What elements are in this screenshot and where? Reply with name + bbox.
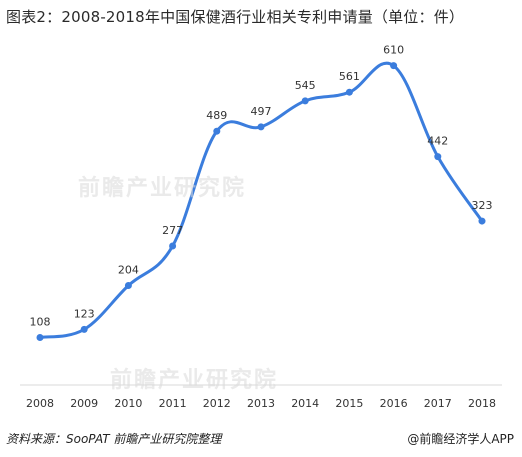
- data-labels: 108 123 204 277 489 497 545 561 610 442 323: [30, 44, 493, 329]
- brand-credit: @前瞻经济学人APP: [407, 432, 514, 446]
- data-label-2016: 610: [383, 44, 404, 57]
- x-tick-2010: 2010: [114, 397, 142, 410]
- x-tick-2018: 2018: [468, 397, 496, 410]
- data-point-2013: [257, 123, 265, 131]
- x-tick-2008: 2008: [26, 397, 54, 410]
- data-point-2014: [301, 97, 309, 105]
- data-label-2013: 497: [251, 105, 272, 118]
- data-point-2011: [169, 242, 177, 250]
- watermark-upper: 前瞻产业研究院: [78, 176, 247, 201]
- x-tick-2013: 2013: [247, 397, 275, 410]
- data-point-2012: [213, 127, 221, 135]
- data-label-2009: 123: [74, 307, 95, 320]
- data-points: [36, 62, 486, 342]
- x-tick-2015: 2015: [335, 397, 363, 410]
- x-tick-2011: 2011: [159, 397, 187, 410]
- data-label-2010: 204: [118, 264, 139, 277]
- data-point-2008: [36, 334, 44, 342]
- data-label-2008: 108: [30, 316, 51, 329]
- data-point-2015: [345, 88, 353, 96]
- x-tick-labels: 2008 2009 2010 2011 2012 2013 2014 2015 2016 2017…: [26, 397, 496, 410]
- watermark-lower: 前瞻产业研究院: [110, 368, 279, 393]
- data-point-2017: [434, 153, 442, 161]
- x-tick-2014: 2014: [291, 397, 319, 410]
- x-tick-2012: 2012: [203, 397, 231, 410]
- x-tick-2009: 2009: [70, 397, 98, 410]
- data-point-2016: [390, 62, 398, 70]
- data-label-2018: 323: [472, 199, 493, 212]
- x-tick-2016: 2016: [380, 397, 408, 410]
- source-note: 资料来源：SooPAT 前瞻产业研究院整理: [6, 432, 222, 446]
- x-tick-2017: 2017: [424, 397, 452, 410]
- data-point-2009: [80, 325, 88, 333]
- data-label-2014: 545: [295, 79, 316, 92]
- data-label-2012: 489: [206, 109, 227, 122]
- footer: 资料来源：SooPAT 前瞻产业研究院整理 @前瞻经济学人APP: [6, 430, 516, 450]
- data-point-2010: [124, 282, 132, 290]
- data-label-2011: 277: [162, 224, 183, 237]
- data-point-2018: [478, 217, 486, 225]
- chart-title: 图表2：2008-2018年中国保健酒行业相关专利申请量（单位：件）: [6, 8, 465, 26]
- data-label-2015: 561: [339, 70, 360, 83]
- data-label-2017: 442: [427, 135, 448, 148]
